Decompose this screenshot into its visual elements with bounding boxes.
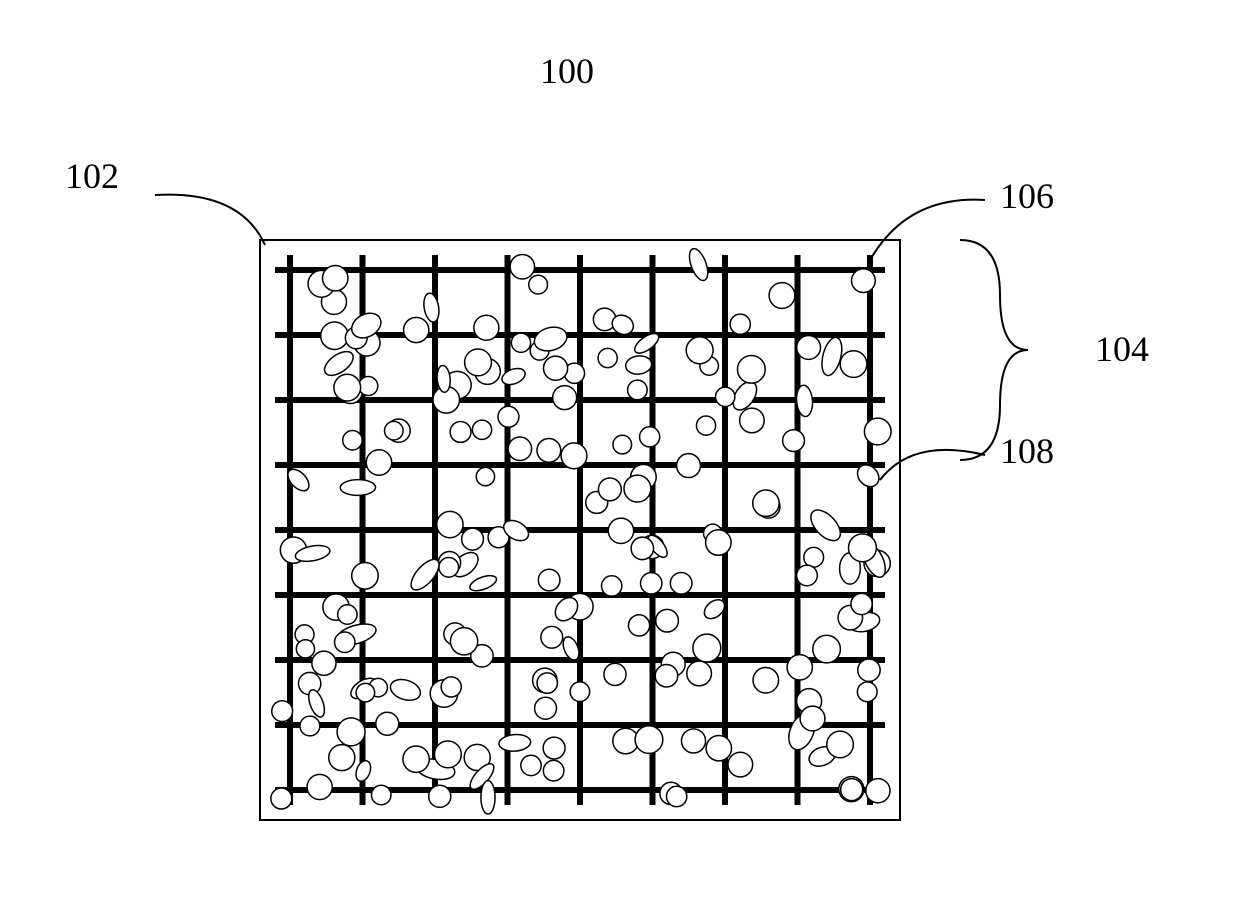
label-108: 108 xyxy=(1000,430,1054,472)
label-102: 102 xyxy=(65,155,119,197)
diagram-svg xyxy=(0,0,1240,907)
label-100: 100 xyxy=(540,50,594,92)
diagram-container xyxy=(0,0,1240,912)
label-104: 104 xyxy=(1095,328,1149,370)
label-106: 106 xyxy=(1000,175,1054,217)
